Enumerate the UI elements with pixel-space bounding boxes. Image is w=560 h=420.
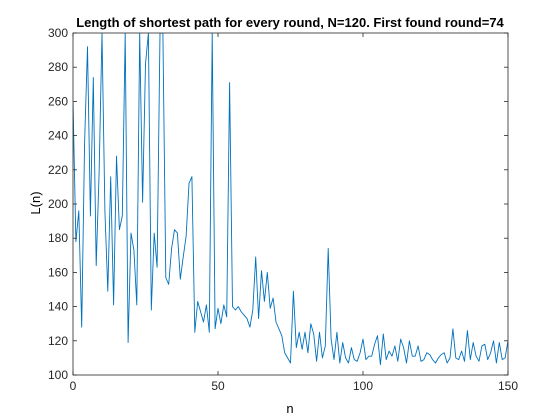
y-tick-label-100: 100 — [48, 368, 68, 382]
y-tick-label-220: 220 — [48, 163, 68, 177]
x-tick-label-150: 150 — [498, 379, 518, 393]
y-tick-label-120: 120 — [48, 334, 68, 348]
y-tick-label-300: 300 — [48, 26, 68, 40]
series-line-0 — [73, 33, 508, 366]
x-tick-label-0: 0 — [70, 379, 77, 393]
y-tick-label-140: 140 — [48, 300, 68, 314]
y-tick-label-200: 200 — [48, 197, 68, 211]
x-tick-label-100: 100 — [353, 379, 373, 393]
y-axis-label: L(n) — [28, 191, 43, 214]
x-tick-label-50: 50 — [211, 379, 225, 393]
y-tick-label-180: 180 — [48, 231, 68, 245]
y-tick-label-240: 240 — [48, 129, 68, 143]
y-tick-label-160: 160 — [48, 265, 68, 279]
y-tick-label-280: 280 — [48, 60, 68, 74]
y-tick-label-260: 260 — [48, 94, 68, 108]
chart-title: Length of shortest path for every round,… — [76, 15, 504, 30]
x-axis-label: n — [286, 401, 293, 416]
plot-area: 0 50 100 150 100 120 140 160 180 200 220 240 260 280 3… — [48, 26, 518, 393]
